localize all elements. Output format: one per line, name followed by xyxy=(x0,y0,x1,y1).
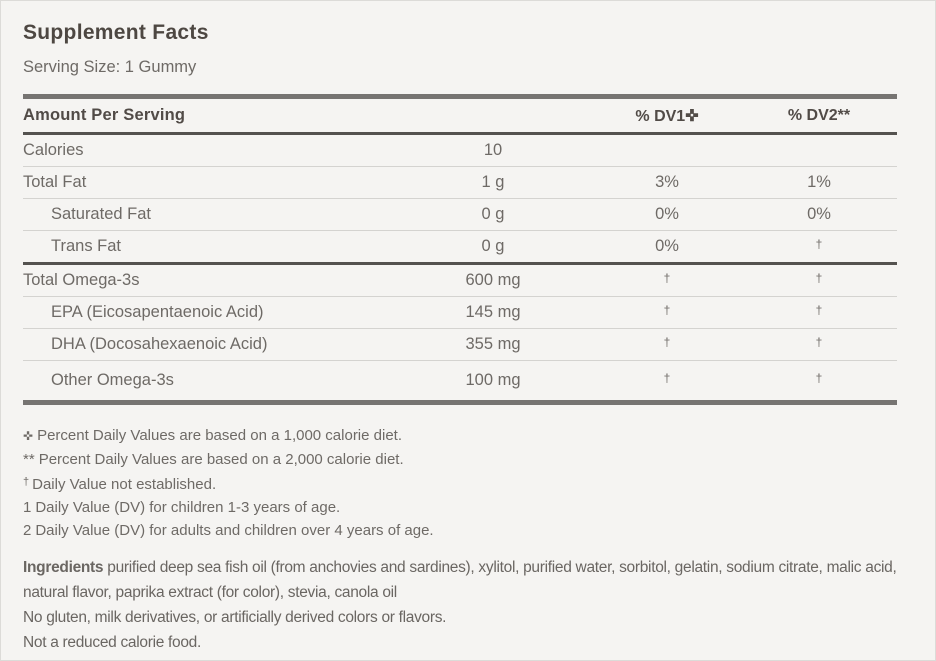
page-title: Supplement Facts xyxy=(23,21,209,44)
nutrient-dv1: 0% xyxy=(655,205,679,223)
nutrient-amount: 1 g xyxy=(481,173,505,191)
nutrient-name: DHA (Docosahexaenoic Acid) xyxy=(51,335,268,353)
table-row: EPA (Eicosapentaenoic Acid) 145 mg † † xyxy=(23,297,897,329)
footnote-line: 1 Daily Value (DV) for children 1-3 years… xyxy=(23,496,895,519)
nutrient-dv1: † xyxy=(593,371,741,390)
nutrient-dv1: † xyxy=(593,335,741,354)
nutrient-dv1: 3% xyxy=(655,173,679,191)
footnote-text: Daily Value not established. xyxy=(32,476,217,493)
header-dv1: % DV1✜ xyxy=(635,107,699,125)
dagger-symbol: † xyxy=(815,303,823,317)
footnote-text: Daily Value (DV) for adults and children… xyxy=(35,522,434,539)
nutrient-amount: 100 mg xyxy=(465,371,521,389)
nutrient-name: Total Omega-3s xyxy=(23,271,140,289)
dagger-symbol: † xyxy=(663,371,671,385)
nutrient-name: Trans Fat xyxy=(51,237,121,255)
table-top-bar xyxy=(23,94,897,99)
note-line: No gluten, milk derivatives, or artifici… xyxy=(23,609,447,626)
nutrient-amount: 145 mg xyxy=(465,303,521,321)
nutrient-name: EPA (Eicosapentaenoic Acid) xyxy=(51,303,264,321)
note-line: Not a reduced calorie food. xyxy=(23,634,202,651)
nutrient-dv2: † xyxy=(741,335,897,354)
dagger-symbol: † xyxy=(815,271,823,285)
table-row: Total Fat 1 g 3% 1% xyxy=(23,167,897,199)
nutrient-name: Total Fat xyxy=(23,173,87,191)
dagger-symbol: † xyxy=(663,335,671,349)
nutrient-dv2: † xyxy=(741,237,897,256)
nutrient-dv2: † xyxy=(741,271,897,290)
table-row: DHA (Docosahexaenoic Acid) 355 mg † † xyxy=(23,329,897,361)
nutrient-amount: 355 mg xyxy=(465,335,521,353)
nutrient-dv1: 0% xyxy=(655,237,679,255)
nutrient-name: Calories xyxy=(23,141,84,159)
footnote-line: 2 Daily Value (DV) for adults and childre… xyxy=(23,519,895,542)
table-row: Calories 10 xyxy=(23,135,897,167)
table-bottom-bar xyxy=(23,400,897,405)
table-row: Total Omega-3s 600 mg † † xyxy=(23,265,897,297)
ingredients-block: Ingredients purified deep sea fish oil (… xyxy=(23,555,907,655)
footnote-text: Percent Daily Values are based on a 1,00… xyxy=(37,427,403,444)
nutrient-dv2: 0% xyxy=(807,205,831,223)
dagger-symbol: † xyxy=(815,237,823,251)
product-notes: No gluten, milk derivatives, or artifici… xyxy=(23,605,907,655)
ingredients-label: Ingredients xyxy=(23,559,104,576)
nutrient-dv2: † xyxy=(741,303,897,322)
nutrient-amount: 600 mg xyxy=(465,271,521,289)
footnote-symbol: ** xyxy=(23,451,35,468)
footnote-line: ** Percent Daily Values are based on a 2,… xyxy=(23,448,895,471)
facts-table-body: Calories 10 Total Fat 1 g 3% 1% Saturated Fat 0… xyxy=(23,135,897,400)
nutrient-amount: 10 xyxy=(483,141,503,159)
serving-size: Serving Size: 1 Gummy xyxy=(23,58,197,76)
nutrient-dv1: † xyxy=(593,271,741,290)
footnote-symbol: ✜ xyxy=(23,429,34,443)
header-amount-per-serving: Amount Per Serving xyxy=(23,106,186,124)
table-row: Trans Fat 0 g 0% † xyxy=(23,231,897,265)
footnotes: ✜ Percent Daily Values are based on a 1,0… xyxy=(23,424,895,542)
nutrient-name: Other Omega-3s xyxy=(51,371,174,389)
nutrient-dv2: 1% xyxy=(807,173,831,191)
nutrient-amount: 0 g xyxy=(481,205,505,223)
ingredients-text: purified deep sea fish oil (from anchovi… xyxy=(23,559,897,601)
table-row: Other Omega-3s 100 mg † † xyxy=(23,361,897,400)
footnote-text: Percent Daily Values are based on a 2,00… xyxy=(38,451,404,468)
nutrient-amount: 0 g xyxy=(481,237,505,255)
ingredients-line: Ingredients purified deep sea fish oil (… xyxy=(23,555,907,605)
footnote-symbol: 1 xyxy=(23,499,32,516)
header-dv2: % DV2** xyxy=(787,106,851,124)
nutrient-dv2: † xyxy=(741,371,897,390)
footnote-line: ✜ Percent Daily Values are based on a 1,0… xyxy=(23,424,895,448)
nutrient-name: Saturated Fat xyxy=(51,205,151,223)
dagger-symbol: † xyxy=(663,303,671,317)
dagger-symbol: † xyxy=(815,371,823,385)
footnote-symbol: 2 xyxy=(23,522,32,539)
table-header-row: Amount Per Serving % DV1✜ % DV2** xyxy=(23,99,897,135)
footnote-text: Daily Value (DV) for children 1-3 years … xyxy=(35,499,341,516)
table-row: Saturated Fat 0 g 0% 0% xyxy=(23,199,897,231)
dagger-symbol: † xyxy=(663,271,671,285)
nutrient-dv1: † xyxy=(593,303,741,322)
dagger-symbol: † xyxy=(815,335,823,349)
facts-table: Amount Per Serving % DV1✜ % DV2** Calori… xyxy=(23,94,897,405)
footnote-symbol: † xyxy=(23,476,30,488)
footnote-line: † Daily Value not established. xyxy=(23,471,895,496)
